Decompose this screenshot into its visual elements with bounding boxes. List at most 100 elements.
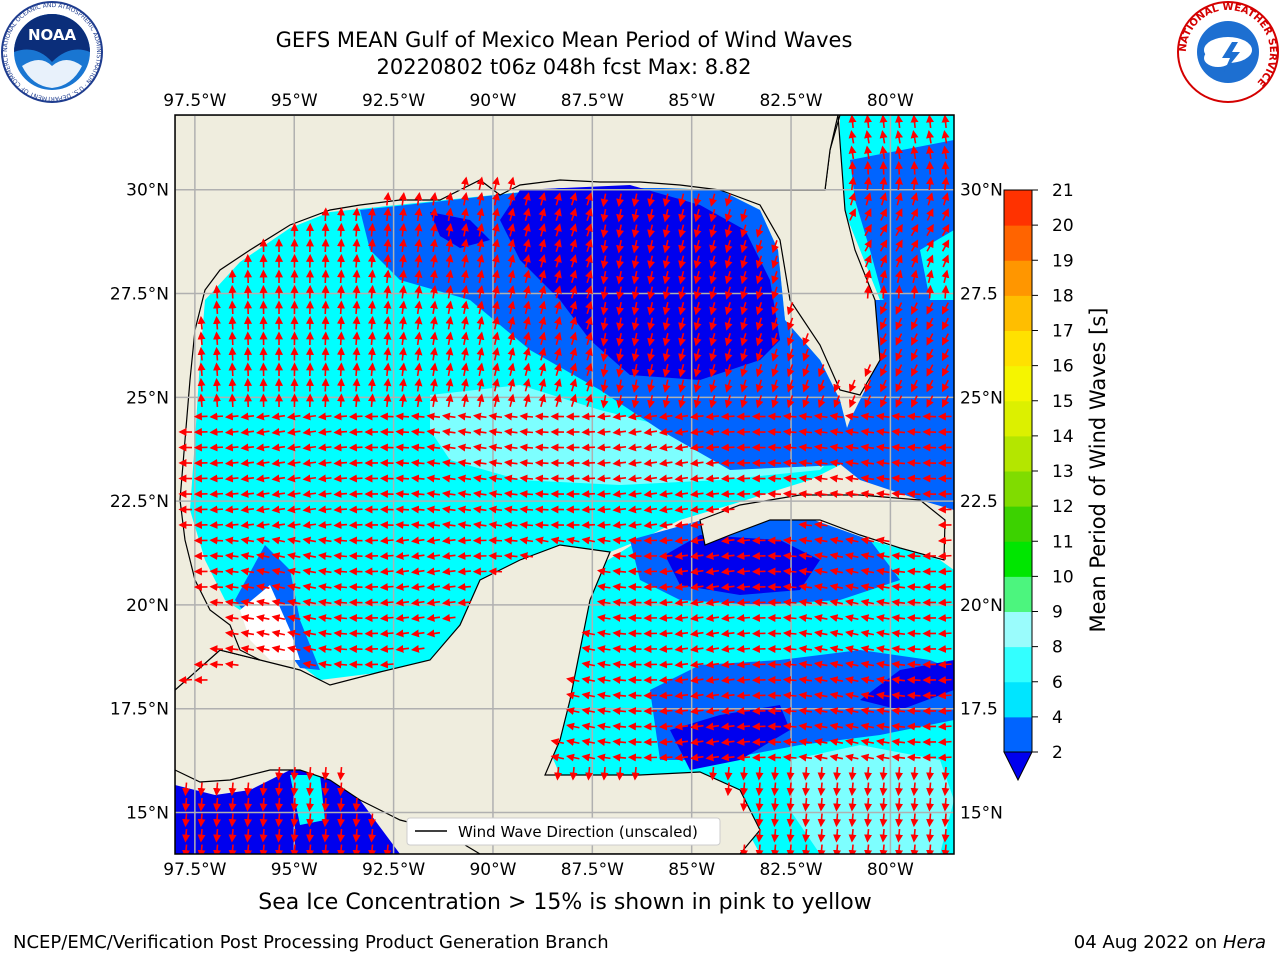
wave-direction-arrow <box>213 393 222 408</box>
wave-direction-arrow <box>911 333 919 346</box>
wave-direction-arrow <box>367 300 376 315</box>
caribbean-dark-blue <box>665 535 820 595</box>
wave-direction-arrow <box>848 828 857 843</box>
wave-direction-arrow <box>647 286 655 300</box>
wave-direction-arrow <box>383 362 392 377</box>
wave-direction-arrow <box>275 766 284 781</box>
wave-direction-arrow <box>616 208 625 223</box>
wave-direction-arrow <box>802 766 811 781</box>
wave-direction-arrow <box>693 332 702 347</box>
wave-direction-arrow <box>879 284 888 299</box>
wave-direction-arrow <box>600 379 609 393</box>
wave-direction-arrow <box>523 223 531 237</box>
wave-direction-arrow <box>240 520 255 529</box>
wave-direction-arrow <box>460 238 469 253</box>
wave-direction-arrow <box>720 412 735 421</box>
wave-direction-arrow <box>647 317 655 331</box>
wave-direction-arrow <box>895 797 904 812</box>
wave-direction-arrow <box>662 394 671 409</box>
wave-direction-arrow <box>658 644 673 653</box>
wave-direction-arrow <box>414 300 423 315</box>
wave-direction-arrow <box>925 176 934 191</box>
wave-direction-arrow <box>209 567 224 576</box>
wave-direction-arrow <box>585 254 593 268</box>
wave-direction-arrow <box>429 191 438 206</box>
wave-direction-arrow <box>476 362 485 377</box>
wave-direction-arrow <box>612 427 627 436</box>
wave-direction-arrow <box>476 207 485 222</box>
wave-direction-arrow <box>368 813 377 828</box>
wave-direction-arrow <box>321 346 330 361</box>
wave-direction-arrow <box>658 520 673 529</box>
wave-direction-arrow <box>352 331 361 346</box>
wave-direction-arrow <box>844 428 859 437</box>
wave-direction-arrow <box>383 393 392 408</box>
wave-direction-arrow <box>860 552 875 561</box>
wave-direction-arrow <box>209 598 224 607</box>
wave-direction-arrow <box>569 238 578 252</box>
wave-direction-arrow <box>569 223 578 237</box>
lon-label-top: 80°W <box>867 91 914 111</box>
yucatan-land <box>175 544 761 854</box>
wave-direction-arrow <box>352 377 361 392</box>
wave-direction-arrow <box>658 613 673 622</box>
wave-direction-arrow <box>631 348 640 362</box>
wave-direction-arrow <box>259 828 268 843</box>
wave-direction-arrow <box>476 378 485 392</box>
wave-direction-arrow <box>658 598 673 607</box>
wave-direction-arrow <box>941 145 950 160</box>
wave-direction-arrow <box>875 412 890 421</box>
wave-direction-arrow <box>709 193 717 207</box>
colorbar-segment <box>1004 260 1032 296</box>
wave-direction-arrow <box>209 474 224 483</box>
wave-direction-arrow <box>523 331 531 346</box>
wave-direction-arrow <box>895 239 903 252</box>
wave-direction-arrow <box>798 412 813 421</box>
wave-direction-arrow <box>813 428 828 437</box>
colorbar-segment <box>1004 506 1032 542</box>
wave-direction-arrow <box>941 208 949 221</box>
wave-direction-arrow <box>647 239 655 254</box>
wave-direction-arrow <box>429 300 438 315</box>
wave-direction-arrow <box>658 505 673 514</box>
wave-direction-arrow <box>693 379 702 393</box>
wave-direction-arrow <box>736 629 751 638</box>
wave-direction-arrow <box>631 270 640 285</box>
wave-direction-arrow <box>240 443 255 452</box>
wave-direction-arrow <box>445 269 454 284</box>
wave-direction-arrow <box>523 362 531 377</box>
wave-direction-arrow <box>755 813 764 828</box>
wave-direction-arrow <box>910 284 919 299</box>
colorbar-segment <box>1004 225 1032 261</box>
wave-direction-arrow <box>941 782 950 797</box>
wave-direction-arrow <box>879 130 888 144</box>
wave-direction-arrow <box>875 567 890 576</box>
wave-direction-arrow <box>507 207 516 222</box>
wave-direction-arrow <box>740 782 749 797</box>
wave-direction-arrow <box>538 331 547 345</box>
wave-direction-arrow <box>209 505 224 514</box>
wave-direction-arrow <box>429 346 438 361</box>
wave-direction-arrow <box>476 331 485 346</box>
wave-direction-arrow <box>476 192 485 206</box>
wave-direction-arrow <box>585 331 593 345</box>
wave-direction-arrow <box>895 364 903 377</box>
wave-direction-arrow <box>554 347 562 361</box>
wave-direction-arrow <box>492 285 500 299</box>
wave-direction-arrow <box>523 347 531 361</box>
wave-direction-arrow <box>519 552 534 561</box>
colorbar-label: Mean Period of Wind Waves [s] <box>1086 308 1110 633</box>
wave-direction-arrow <box>674 474 689 483</box>
wave-direction-arrow <box>460 347 469 361</box>
wave-direction-arrow <box>460 176 469 191</box>
wave-direction-arrow <box>782 428 797 437</box>
wave-direction-arrow <box>367 377 376 392</box>
wave-direction-arrow <box>879 766 888 781</box>
wave-direction-arrow <box>383 377 392 392</box>
wave-direction-arrow <box>395 536 410 545</box>
wave-direction-arrow <box>786 317 795 331</box>
wave-direction-arrow <box>492 393 500 408</box>
wave-direction-arrow <box>321 238 330 253</box>
wave-direction-arrow <box>662 224 671 238</box>
wave-direction-arrow <box>333 412 348 421</box>
